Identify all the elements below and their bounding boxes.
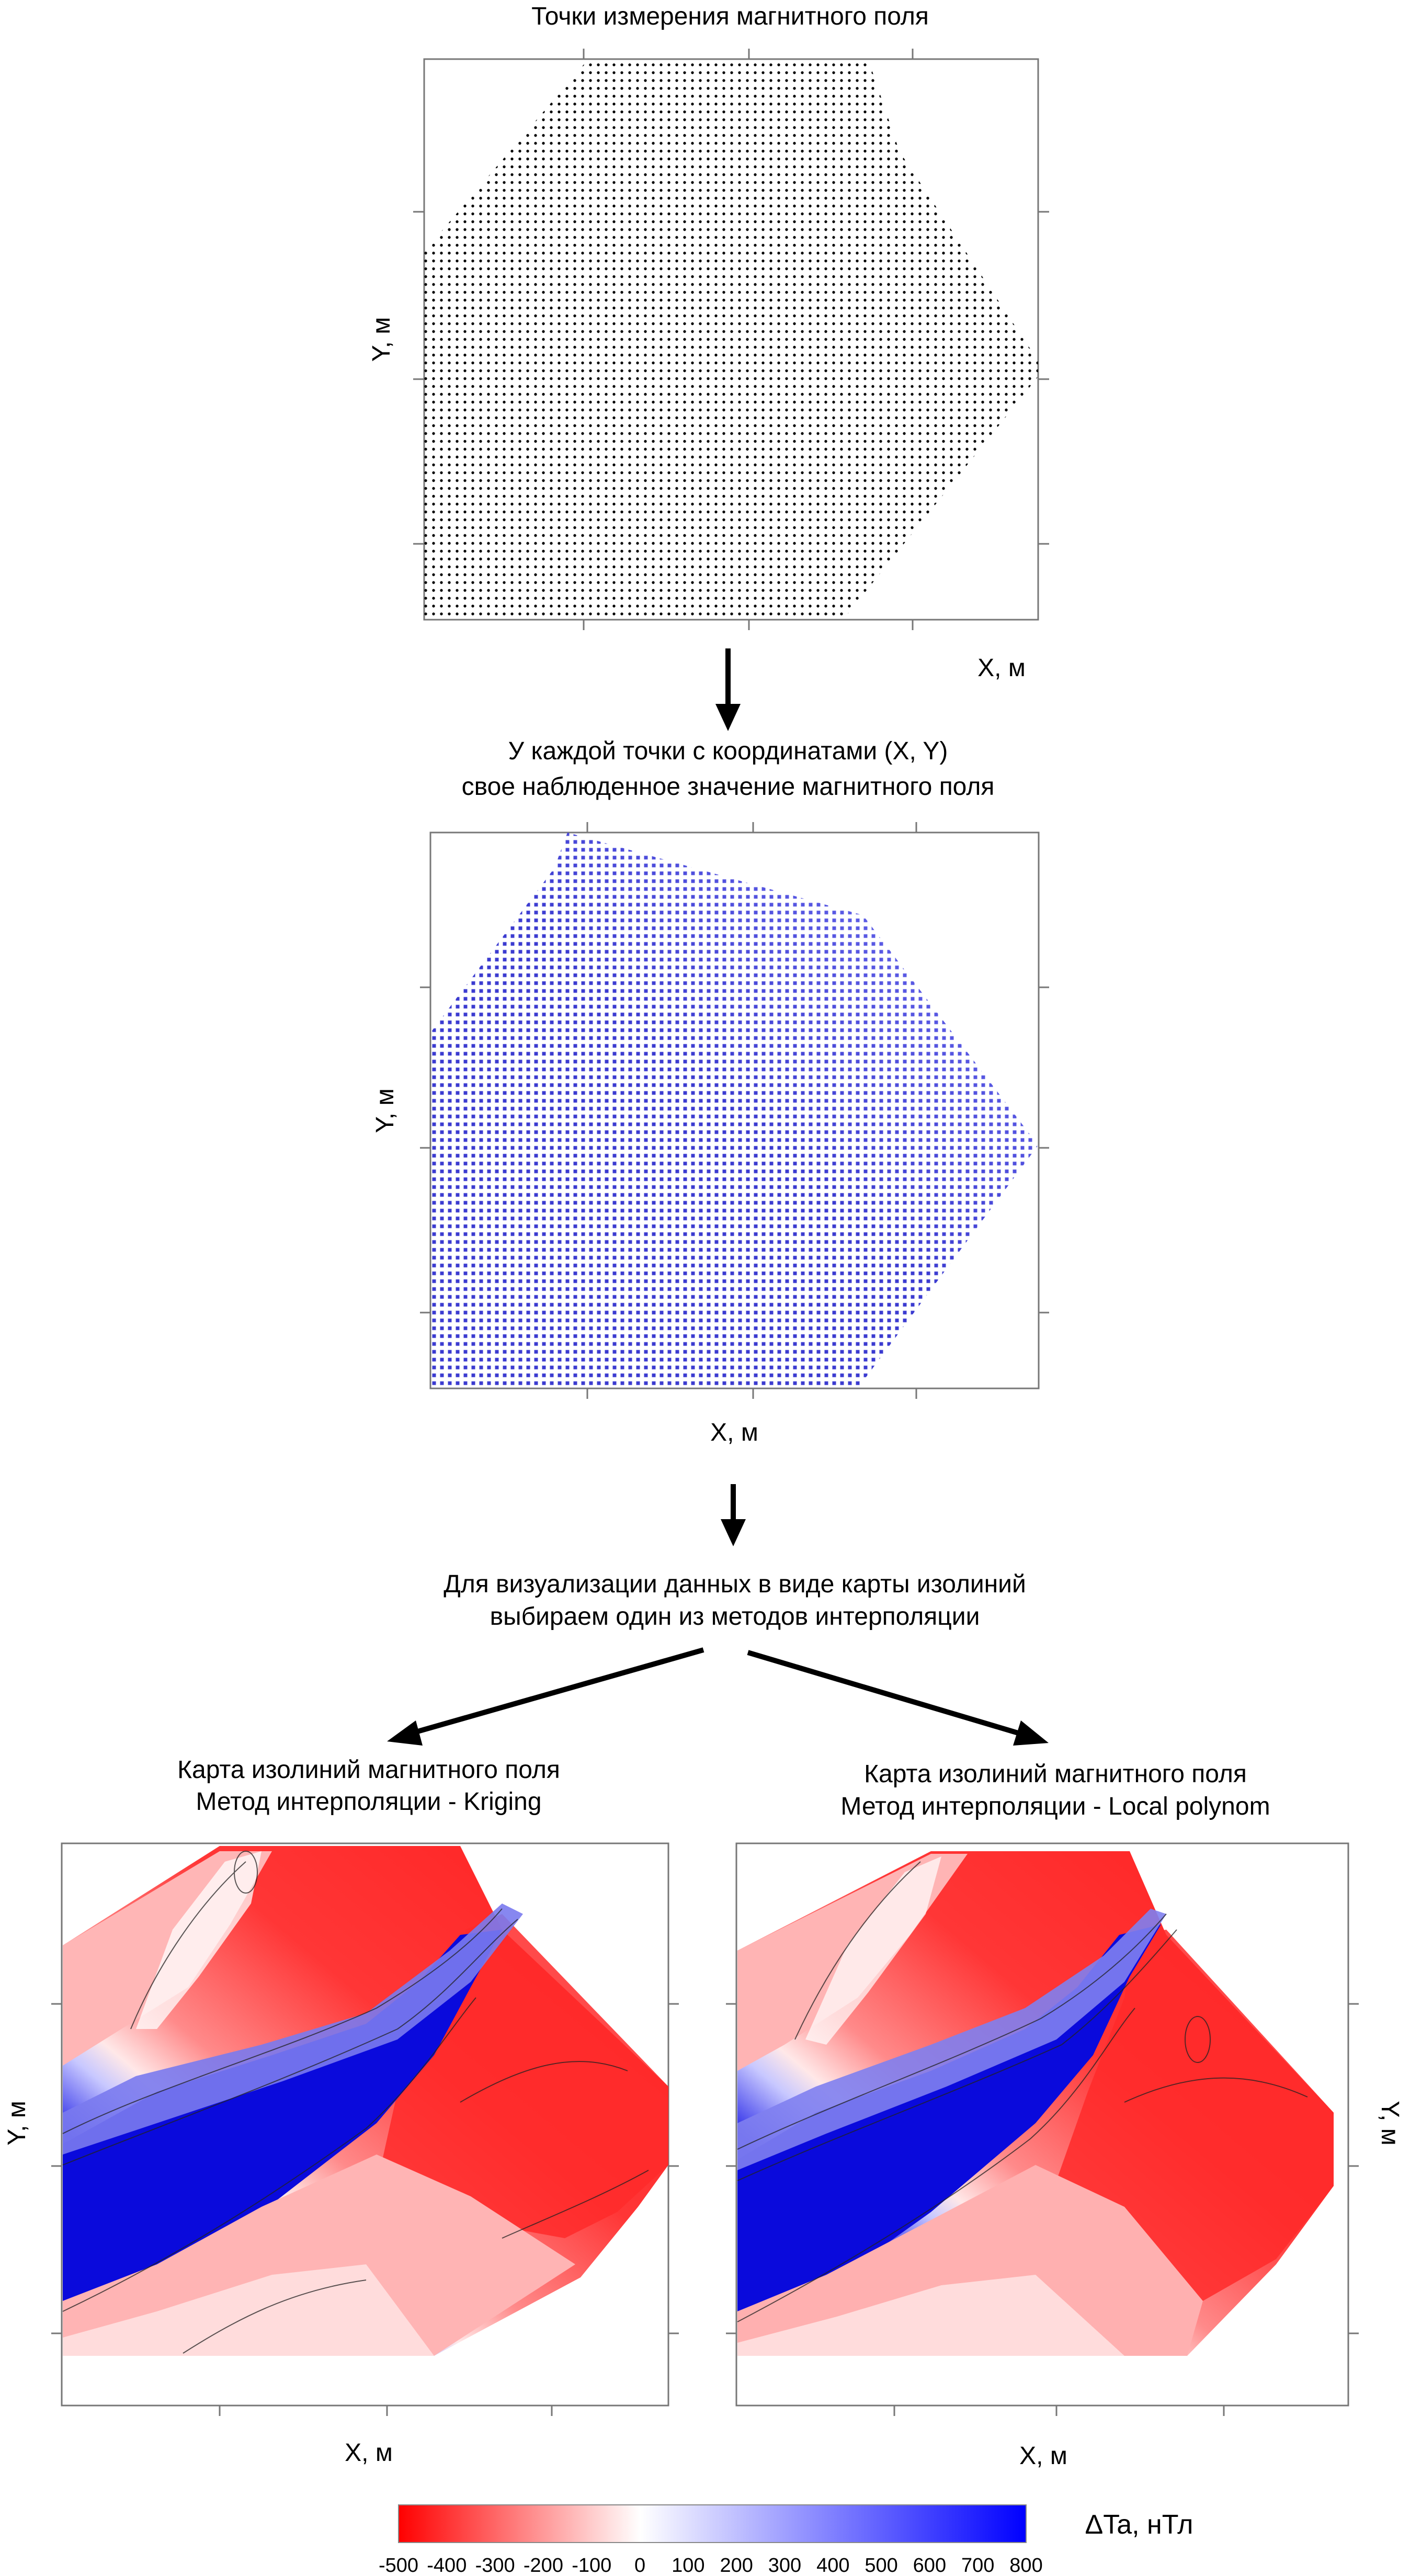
kriging-ylabel: Y, м — [3, 2101, 31, 2146]
colorbar-tick-label: -100 — [572, 2555, 611, 2576]
step1-line2: свое наблюденное значение магнитного пол… — [462, 773, 995, 801]
colorbar-tick-label: -200 — [524, 2555, 563, 2576]
arrow-down-2 — [721, 1484, 746, 1546]
colorbar-tick-label: -500 — [379, 2555, 418, 2576]
colorbar-tick-label: 700 — [961, 2555, 994, 2576]
step2-line2: выбираем один из методов интерполяции — [490, 1603, 980, 1631]
colorbar: -500 -400 -300 -200 -100 0 100 200 300 400 500 600 7… — [379, 2505, 1193, 2576]
kriging-title2: Метод интерполяции - Kriging — [196, 1788, 541, 1816]
localpoly-title2: Метод интерполяции - Local polynom — [840, 1793, 1270, 1820]
colorbar-tick-labels: -500 -400 -300 -200 -100 0 100 200 300 400 500 600 7… — [379, 2555, 1043, 2576]
colorbar-tick-label: 200 — [720, 2555, 753, 2576]
kriging-title1: Карта изолиний магнитного поля — [177, 1756, 560, 1784]
arrow-down-1 — [715, 648, 741, 731]
step2-line1: Для визуализации данных в виде карты изо… — [444, 1570, 1026, 1598]
step1-line1: У каждой точки с координатами (X, Y) — [508, 737, 948, 765]
panel2-ylabel: Y, м — [371, 1088, 399, 1133]
colorbar-tick-label: -300 — [475, 2555, 515, 2576]
panel2-xlabel: X, м — [710, 1419, 758, 1446]
colorbar-tick-label: 500 — [865, 2555, 897, 2576]
colorbar-gradient — [399, 2505, 1026, 2543]
colorbar-tick-label: 800 — [1009, 2555, 1042, 2576]
arrow-right-branch — [748, 1652, 1049, 1746]
colorbar-tick-label: 300 — [768, 2555, 801, 2576]
localpoly-title1: Карта изолиний магнитного поля — [864, 1760, 1247, 1788]
localpoly-xlabel: X, м — [1019, 2442, 1067, 2470]
colorbar-tick-label: -400 — [427, 2555, 467, 2576]
panel1-ylabel: Y, м — [368, 317, 395, 362]
localpoly-ylabel: Y, м — [1376, 2101, 1404, 2146]
colorbar-tick-label: 0 — [634, 2555, 645, 2576]
arrow-left-branch — [387, 1650, 703, 1746]
colorbar-tick-label: 600 — [913, 2555, 946, 2576]
kriging-xlabel: X, м — [345, 2439, 393, 2467]
colorbar-label: ΔTa, нТл — [1085, 2510, 1193, 2540]
panel1-xlabel: X, м — [977, 654, 1026, 682]
colorbar-tick-label: 100 — [672, 2555, 704, 2576]
panel1-title: Точки измерения магнитного поля — [531, 3, 929, 30]
colorbar-tick-label: 400 — [816, 2555, 849, 2576]
